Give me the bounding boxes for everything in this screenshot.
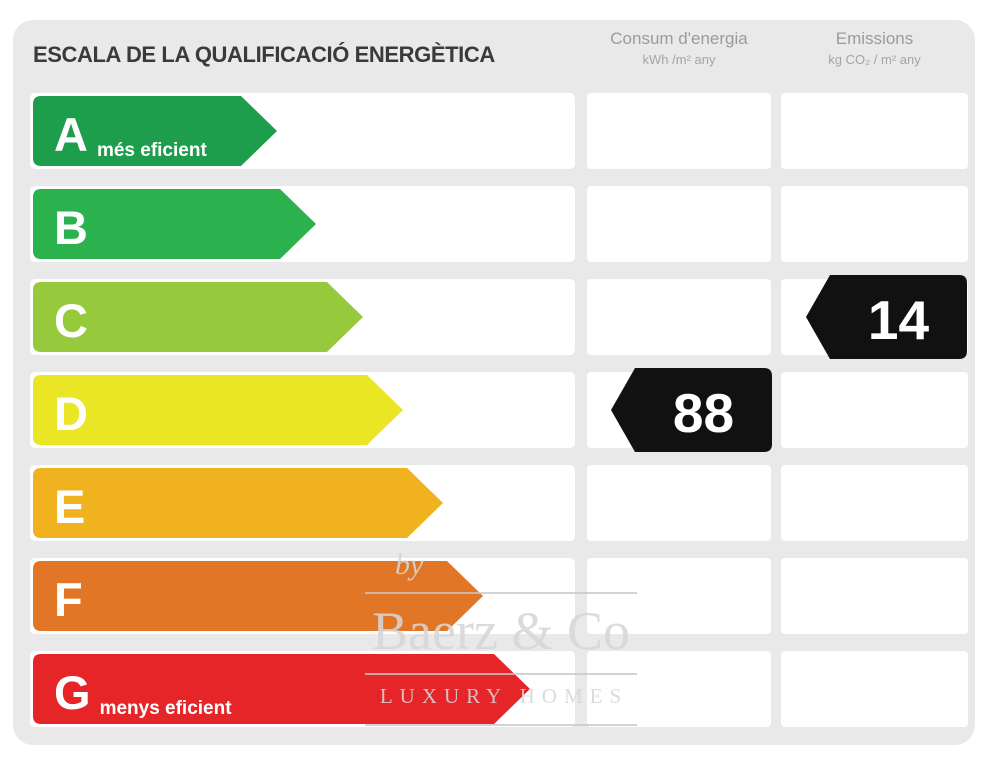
consum-cell-f — [587, 558, 771, 634]
rating-arrow-f: F — [33, 561, 483, 636]
rating-arrow-label-b: B — [33, 189, 88, 259]
consum-value-d: 88 — [672, 381, 735, 444]
column-header-emissions: Emissions kg CO₂ / m² any — [781, 28, 968, 70]
rating-letter-c: C — [54, 294, 88, 347]
emissions-cell-g — [781, 651, 968, 727]
emissions-column-units: kg CO₂ / m² any — [828, 52, 921, 67]
consum-column-units: kWh /m² any — [642, 52, 716, 67]
rating-letter-e: E — [54, 480, 86, 533]
rating-arrow-label-c: C — [33, 282, 88, 352]
consum-cell-a — [587, 93, 771, 169]
emissions-cell-b — [781, 186, 968, 262]
rating-letter-f: F — [54, 573, 83, 626]
rating-letter-a: A — [54, 108, 88, 161]
rating-arrow-c: C — [33, 282, 363, 357]
consum-value-arrow-d: 88 — [611, 368, 772, 457]
consum-column-title: Consum d'energia — [610, 29, 748, 48]
emissions-value-c: 14 — [867, 288, 930, 351]
consum-cell-c — [587, 279, 771, 355]
rating-letter-g: G — [54, 666, 91, 719]
rating-letter-b: B — [54, 201, 88, 254]
column-header-consum: Consum d'energia kWh /m² any — [587, 28, 771, 70]
emissions-cell-a — [781, 93, 968, 169]
emissions-value-arrow-c: 14 — [806, 275, 967, 364]
rating-sublabel-a: més eficient — [96, 140, 207, 161]
emissions-column-title: Emissions — [835, 29, 914, 48]
consum-cell-g — [587, 651, 771, 727]
rating-arrow-d: D — [33, 375, 403, 450]
emissions-cell-d — [781, 372, 968, 448]
rating-letter-d: D — [54, 387, 88, 440]
rating-arrow-label-d: D — [33, 375, 88, 445]
rating-arrow-label-f: F — [33, 561, 83, 631]
consum-cell-e — [587, 465, 771, 541]
rating-arrow-b: B — [33, 189, 316, 264]
consum-cell-b — [587, 186, 771, 262]
emissions-cell-f — [781, 558, 968, 634]
rating-arrow-label-e: E — [33, 468, 85, 538]
emissions-cell-e — [781, 465, 968, 541]
rating-sublabel-g: menys eficient — [99, 698, 232, 719]
rating-arrow-e: E — [33, 468, 443, 543]
page-title: ESCALA DE LA QUALIFICACIÓ ENERGÈTICA — [33, 42, 495, 67]
